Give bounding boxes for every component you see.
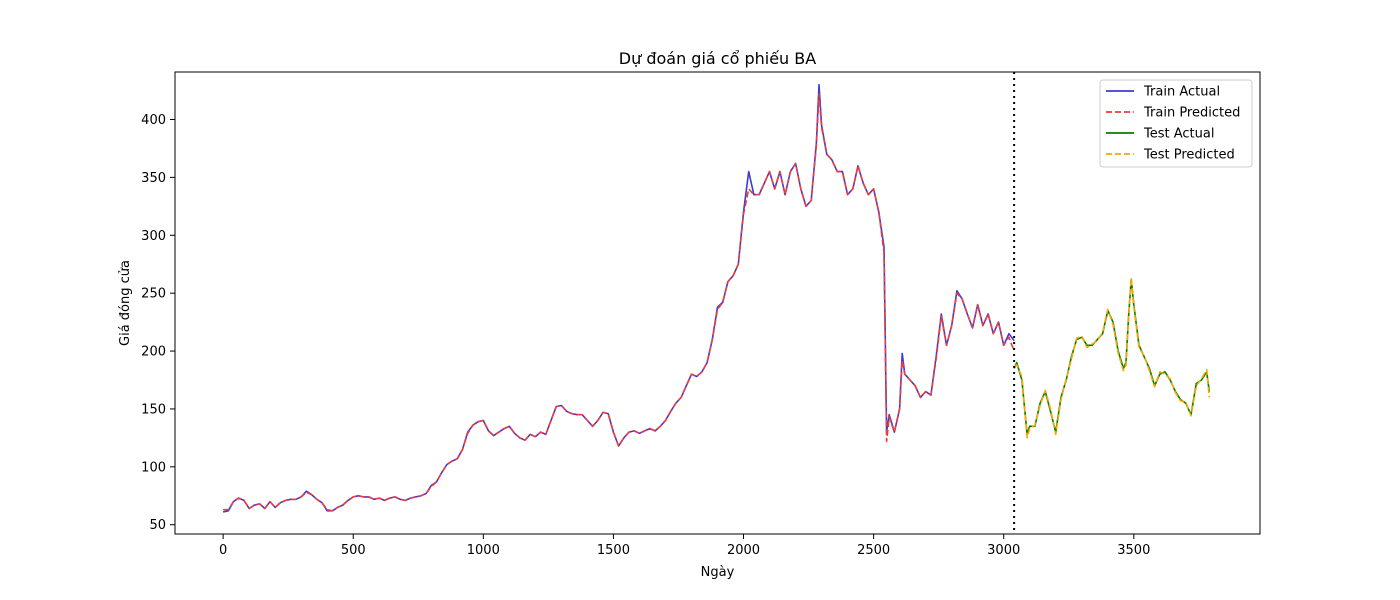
x-tick-label: 3500 [1117,543,1150,558]
y-tick-label: 400 [141,113,166,128]
y-tick-label: 200 [141,345,166,360]
legend: Train Actual Train Predicted Test Actual Te… [1099,79,1253,168]
y-tick-label: 350 [141,171,166,186]
y-tick-label: 100 [141,460,166,475]
y-tick-label: 150 [141,402,166,417]
x-tick-label: 3000 [987,543,1020,558]
y-tick-label: 250 [141,287,166,302]
legend-label: Test Actual [1143,127,1214,142]
y-tick-label: 50 [149,518,166,533]
x-tick-label: 2500 [857,543,890,558]
y-tick-label: 300 [141,229,166,244]
y-axis-label: Giá đóng cửa [118,260,133,346]
x-tick-label: 1500 [597,543,630,558]
legend-label: Train Predicted [1143,106,1240,121]
plot-area [174,71,1261,535]
chart-title: Dự đoán giá cổ phiếu BA [619,49,816,68]
y-axis: 50 100 150 200 250 300 350 400 [141,113,175,533]
legend-label: Train Actual [1143,85,1220,100]
x-tick-label: 2000 [727,543,760,558]
legend-box [1099,79,1253,168]
legend-label: Test Predicted [1143,148,1235,163]
series-line-test-predicted [1013,277,1211,439]
x-axis-label: Ngày [701,565,735,580]
x-tick-label: 500 [341,543,366,558]
x-tick-label: 0 [219,543,227,558]
x-tick-label: 1000 [467,543,500,558]
series-line-train-predicted [223,93,1015,512]
plot-frame [174,71,1261,535]
x-axis: 0 500 1000 1500 2000 2500 3000 3500 [219,534,1150,558]
